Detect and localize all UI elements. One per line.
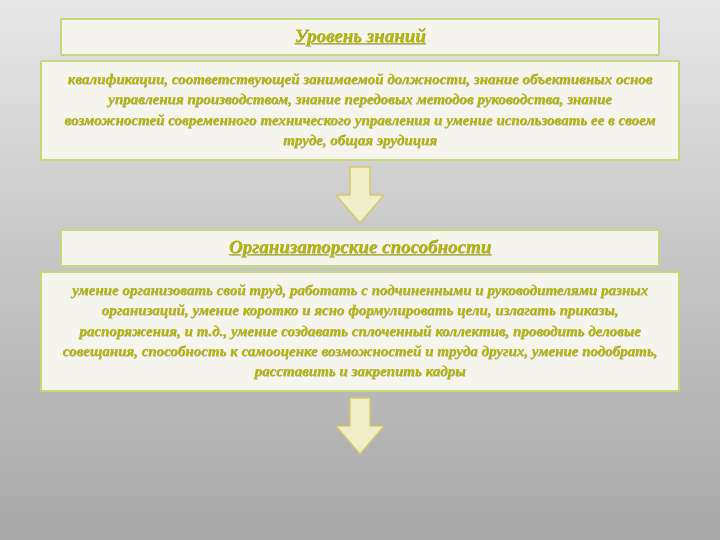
down-arrow-1 bbox=[330, 165, 390, 225]
body-box-2: умение организовать свой труд, работать … bbox=[40, 271, 680, 392]
title-text-1: Уровень знаний bbox=[294, 26, 425, 47]
title-box-2: Организаторские способности bbox=[60, 229, 660, 267]
body-text-2: умение организовать свой труд, работать … bbox=[58, 281, 662, 382]
body-text-1: квалификации, соответствующей занимаемой… bbox=[58, 70, 662, 151]
arrow-icon bbox=[330, 396, 390, 456]
down-arrow-2 bbox=[330, 396, 390, 456]
title-text-2: Организаторские способности bbox=[229, 237, 491, 258]
title-box-1: Уровень знаний bbox=[60, 18, 660, 56]
body-box-1: квалификации, соответствующей занимаемой… bbox=[40, 60, 680, 161]
arrow-icon bbox=[330, 165, 390, 225]
